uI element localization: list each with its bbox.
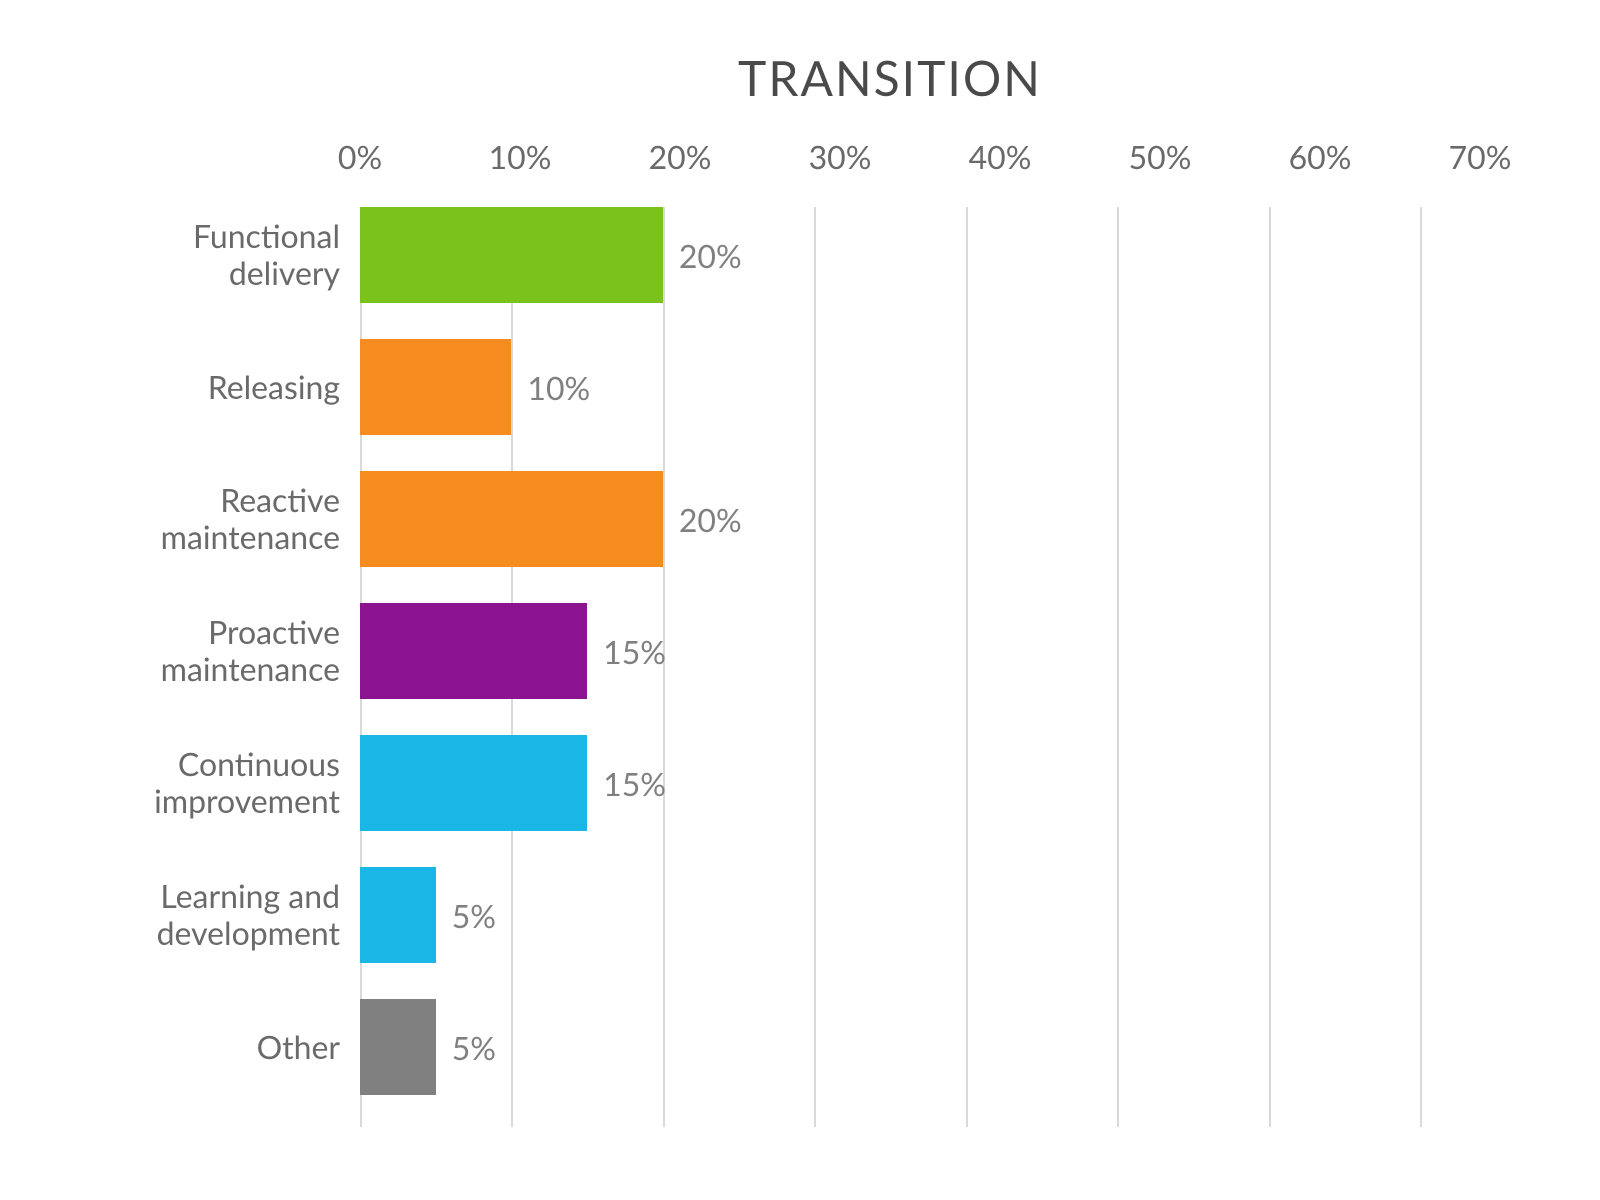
x-axis-labels: 0% 10% 20% 30% 40% 50% 60% 70% [360,137,1480,187]
bar-row-proactive-maintenance: Proactive maintenance 15% [360,603,1420,699]
x-tick: 10% [489,137,552,176]
bar-value: 10% [527,368,590,407]
bar-label: Releasing [100,369,340,406]
bar-value: 15% [603,764,666,803]
bar-row-functional-delivery: Functional delivery 20% [360,207,1420,303]
x-tick: 60% [1289,137,1352,176]
gridline [1420,207,1422,1127]
x-tick: 30% [809,137,872,176]
bar-label: Learning and development [100,878,340,952]
bar [360,339,511,435]
plot-area: Functional delivery 20% Releasing 10% Re… [360,207,1420,1127]
bars-wrapper: Functional delivery 20% Releasing 10% Re… [360,207,1420,1127]
bar-value: 20% [679,500,742,539]
bar-label: Functional delivery [100,218,340,292]
bar-value: 20% [679,236,742,275]
bar [360,735,587,831]
bar [360,603,587,699]
bar [360,207,663,303]
bar-row-learning-and-development: Learning and development 5% [360,867,1420,963]
chart-container: TRANSITION 0% 10% 20% 30% 40% 50% 60% 70… [120,50,1480,1127]
bar-row-reactive-maintenance: Reactive maintenance 20% [360,471,1420,567]
bar-label: Other [100,1029,340,1066]
x-tick: 50% [1129,137,1192,176]
bar [360,471,663,567]
bar-label: Reactive maintenance [100,482,340,556]
x-tick: 20% [649,137,712,176]
x-tick: 70% [1449,137,1512,176]
bar-row-continuous-improvement: Continuous improvement 15% [360,735,1420,831]
bar-row-other: Other 5% [360,999,1420,1095]
bar-value: 15% [603,632,666,671]
bar [360,999,436,1095]
x-tick: 0% [338,137,382,176]
bar-value: 5% [452,896,496,935]
bar-label: Continuous improvement [100,746,340,820]
bar [360,867,436,963]
bar-row-releasing: Releasing 10% [360,339,1420,435]
bar-value: 5% [452,1028,496,1067]
bar-label: Proactive maintenance [100,614,340,688]
chart-title: TRANSITION [300,50,1480,107]
x-tick: 40% [969,137,1032,176]
